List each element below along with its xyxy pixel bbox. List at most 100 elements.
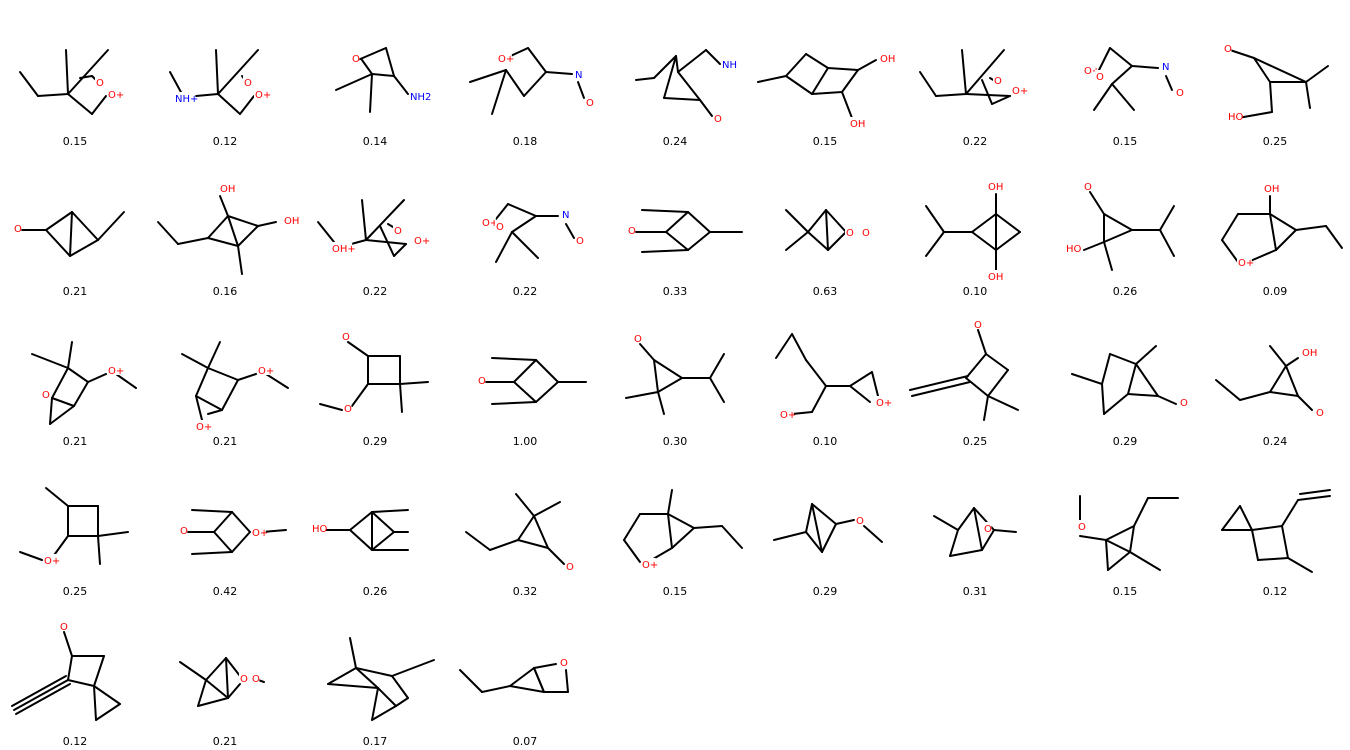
atom-label: O xyxy=(1084,182,1092,193)
molecule-cell: OH OH 0.10 xyxy=(900,150,1050,300)
bond-line xyxy=(653,359,683,379)
bond-line xyxy=(45,487,69,507)
similarity-score: 0.12 xyxy=(62,735,88,748)
atom-label: O+ xyxy=(414,236,430,247)
bond-line xyxy=(217,49,259,95)
bond-line xyxy=(509,685,545,693)
atom-label: O xyxy=(252,674,260,685)
bond-line xyxy=(207,237,239,247)
bond-line xyxy=(51,367,69,399)
bond-line xyxy=(641,249,689,253)
bond-line xyxy=(517,515,535,541)
similarity-score: 0.33 xyxy=(662,285,688,298)
molecule-cell: O+ O 0.15 xyxy=(0,0,150,150)
bond-line xyxy=(31,353,69,369)
bond-line xyxy=(1285,357,1299,367)
molecule-structure xyxy=(327,637,435,721)
bond-line xyxy=(671,527,695,549)
bond-line xyxy=(1103,229,1133,243)
atom-label-bg xyxy=(1077,520,1086,531)
bond-line xyxy=(67,49,109,95)
atom-label-bg xyxy=(179,524,188,535)
bond-line xyxy=(179,661,207,681)
atom-label: O xyxy=(344,404,352,415)
atom-label: O xyxy=(14,224,22,235)
bond-line xyxy=(67,655,73,681)
bond-line xyxy=(385,47,395,77)
molecule-structure: O HO xyxy=(1223,42,1329,123)
molecule-cell: O HO 0.26 xyxy=(1050,150,1200,300)
bond-line xyxy=(791,333,807,361)
bond-line xyxy=(705,49,721,65)
bond-line xyxy=(757,75,787,83)
bond-line xyxy=(365,239,407,245)
bond-line xyxy=(465,531,491,551)
molecule-cell: O O+ 0.42 xyxy=(150,450,300,600)
atom-label: O+ xyxy=(1238,258,1254,269)
bond-line xyxy=(1129,525,1135,553)
bond-line xyxy=(965,353,987,379)
bond-line xyxy=(693,525,723,529)
similarity-score: 0.25 xyxy=(62,585,88,598)
atom-label: O xyxy=(634,334,642,345)
bond-line xyxy=(491,401,537,405)
bond-line xyxy=(1101,353,1111,385)
similarity-score: 0.15 xyxy=(1112,135,1138,148)
bond-line xyxy=(327,683,379,689)
bond-line xyxy=(365,199,405,241)
atom-label: O+ xyxy=(44,556,60,567)
atom-label-bg xyxy=(251,526,266,537)
bond-line xyxy=(1103,213,1133,231)
bond-line xyxy=(207,409,223,415)
bond-line xyxy=(79,75,93,79)
similarity-score: 0.15 xyxy=(62,135,88,148)
bond-line xyxy=(805,503,813,533)
molecule-cell: O 0.30 xyxy=(600,300,750,450)
molecule-cell: O 0.33 xyxy=(600,150,750,300)
bond-line xyxy=(227,215,259,227)
similarity-score: 0.31 xyxy=(962,585,988,598)
similarity-score: 0.15 xyxy=(1112,585,1138,598)
molecule-cell: O HO 0.25 xyxy=(1200,0,1350,150)
atom-label-bg xyxy=(343,402,352,413)
atom-label: O xyxy=(1224,44,1232,55)
bond-line xyxy=(227,215,239,247)
atom-label: HO xyxy=(1228,112,1244,123)
bond-line xyxy=(1281,525,1289,559)
bond-line xyxy=(565,223,575,239)
atom-label: OH xyxy=(220,184,235,195)
bond-line xyxy=(949,549,983,557)
similarity-score: 0.10 xyxy=(962,285,988,298)
atom-label: O+ xyxy=(498,54,514,65)
bond-line xyxy=(93,685,97,721)
similarity-score: 0.42 xyxy=(212,585,238,598)
bond-line xyxy=(213,511,233,533)
atom-label-bg xyxy=(585,96,594,107)
bond-line xyxy=(93,655,105,687)
molecule-structure: O xyxy=(465,493,574,573)
bond-line xyxy=(623,513,641,541)
bond-line xyxy=(1103,241,1113,271)
bond-line xyxy=(1129,551,1161,571)
atom-label: O+ xyxy=(108,366,124,377)
atom-label: O xyxy=(60,622,68,633)
bond-line xyxy=(65,49,69,95)
atom-label: O+ xyxy=(482,218,498,229)
bond-line xyxy=(1071,373,1103,385)
bond-line xyxy=(965,377,989,397)
bond-line xyxy=(1247,249,1277,263)
atom-label-bg xyxy=(351,52,360,63)
atom-label-bg xyxy=(561,208,570,219)
molecule-cell: O 0.29 xyxy=(1050,300,1200,450)
molecule-cell: O+ 0.25 xyxy=(0,450,150,600)
atom-label: O xyxy=(856,516,864,527)
similarity-score: 0.22 xyxy=(962,135,988,148)
atom-label: O xyxy=(496,222,504,233)
bond-line xyxy=(1221,239,1239,263)
bond-line xyxy=(371,531,395,551)
atom-label-bg xyxy=(641,558,656,569)
bond-line xyxy=(1305,81,1311,109)
atom-label-bg xyxy=(13,222,22,233)
atom-label: O+ xyxy=(252,528,268,539)
bond-line xyxy=(625,391,659,399)
